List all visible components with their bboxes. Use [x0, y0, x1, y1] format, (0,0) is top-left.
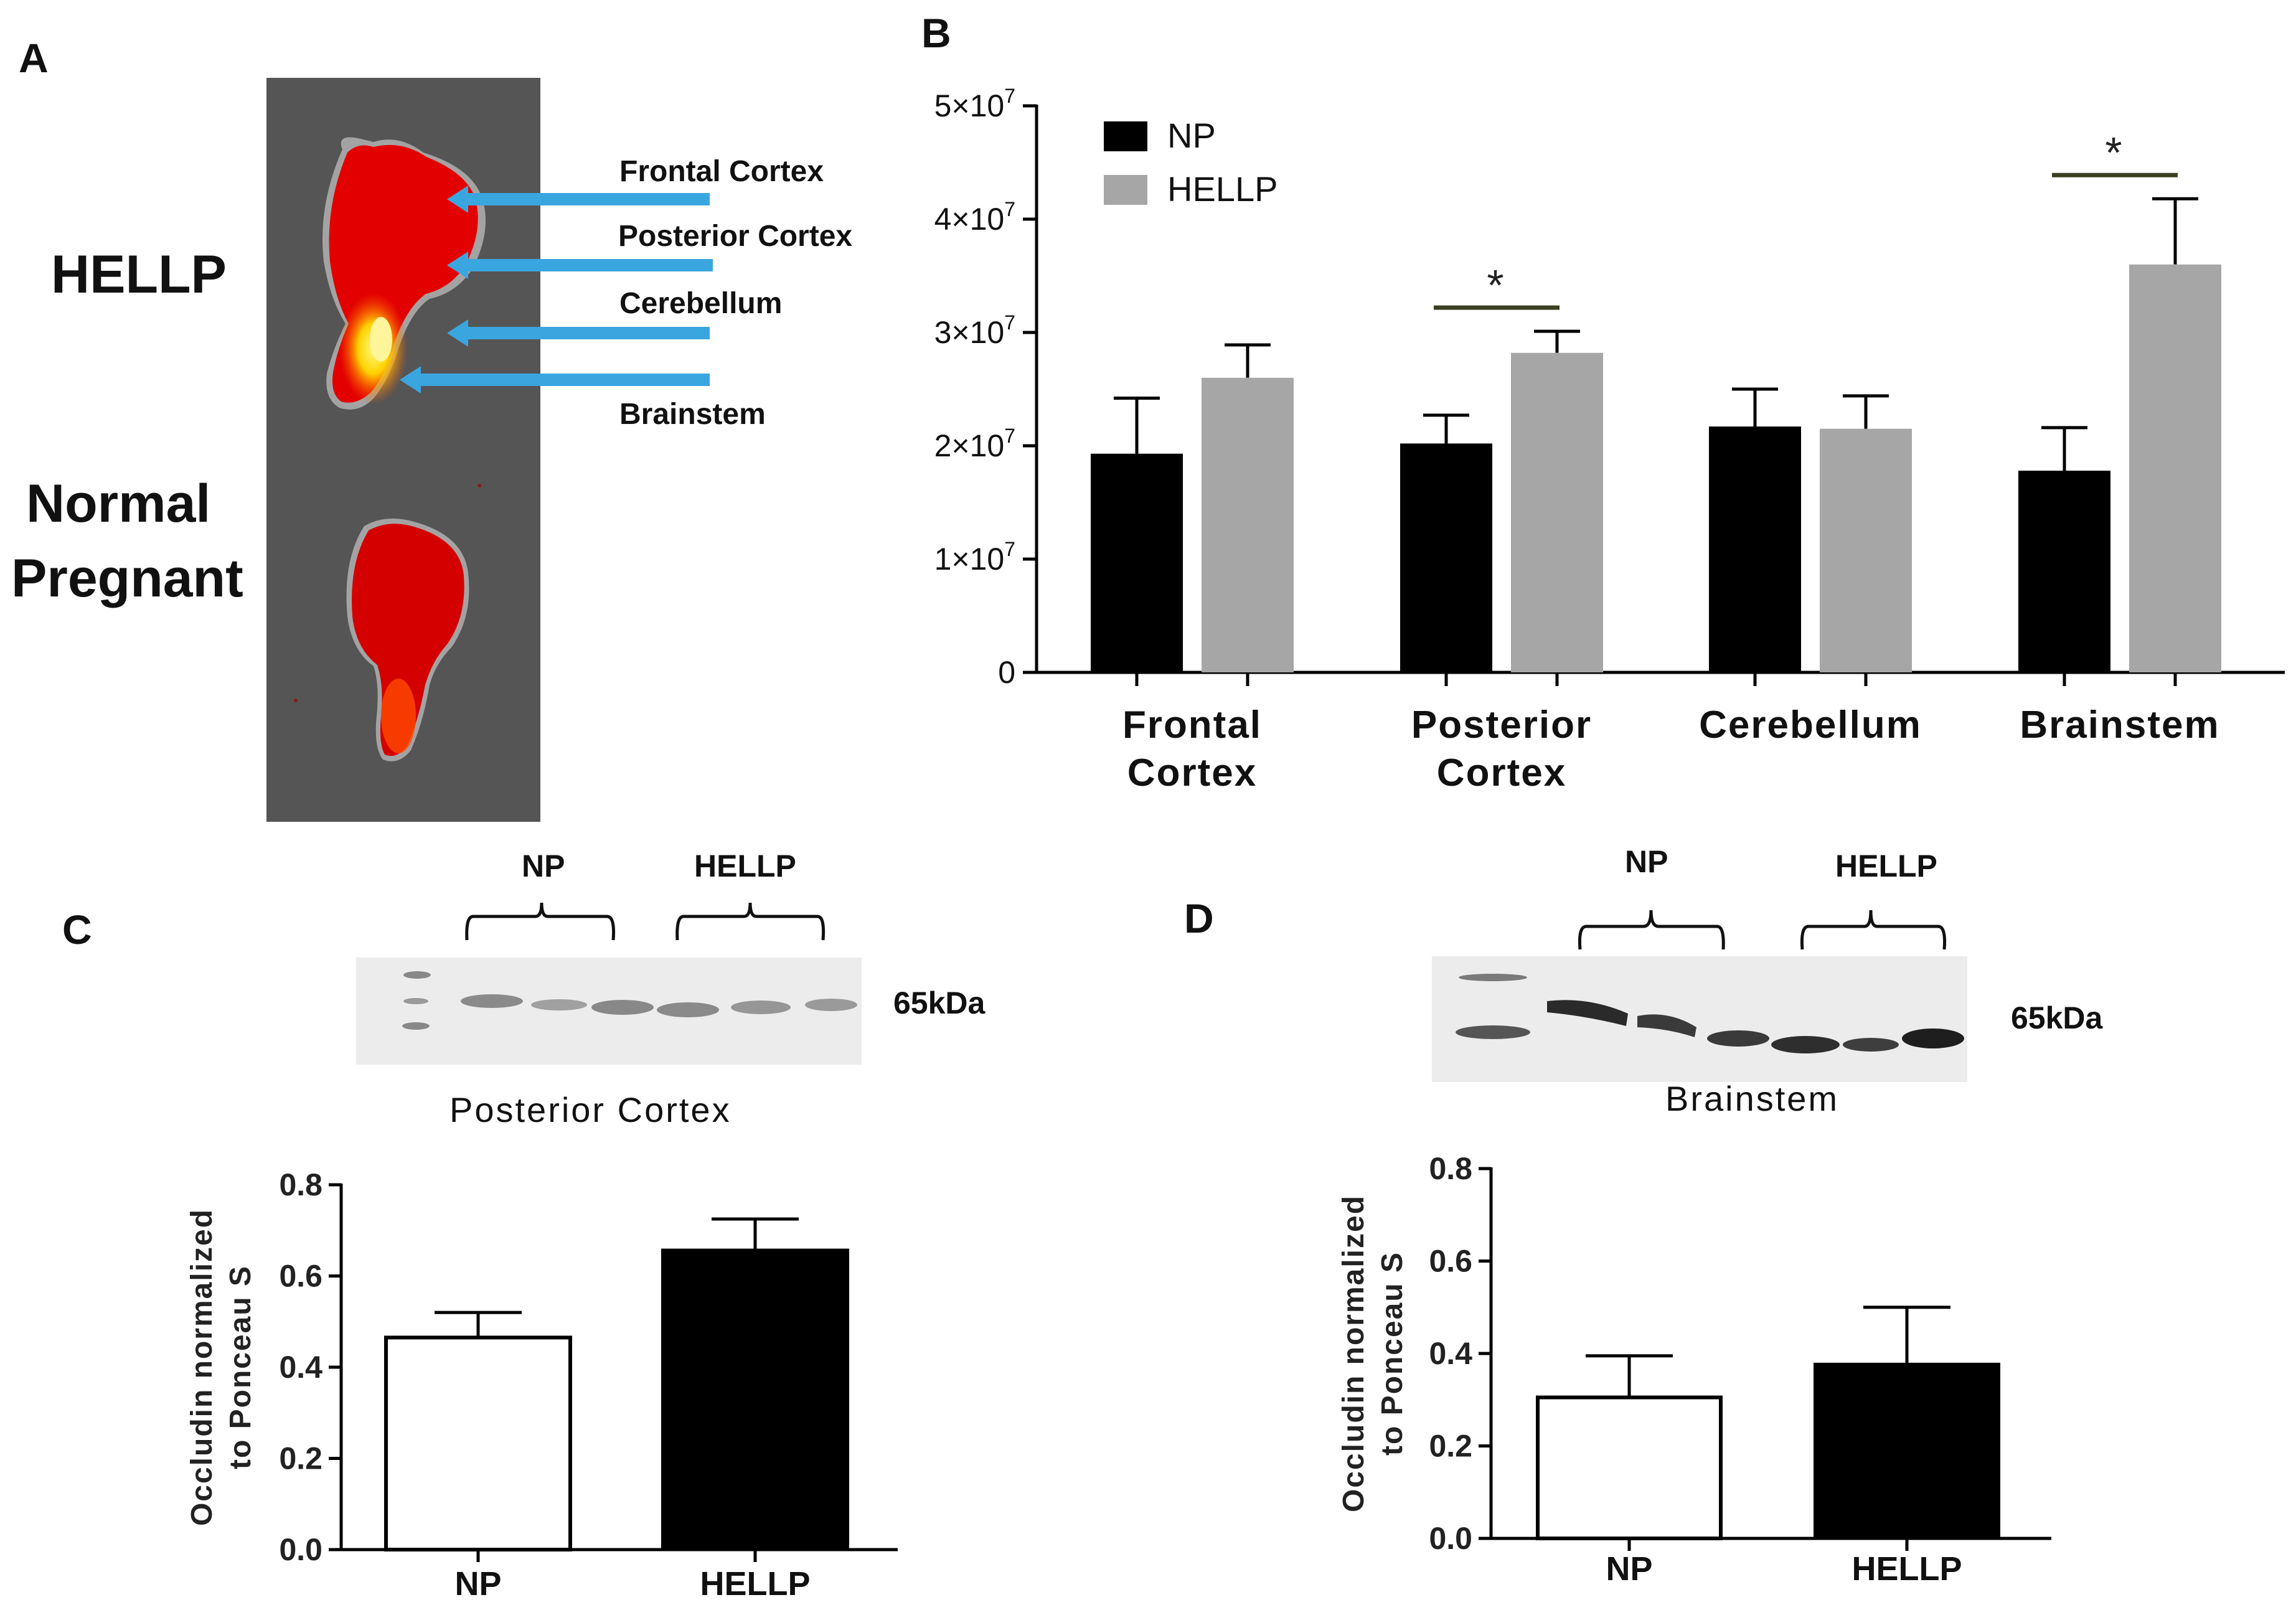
y-tick-label: 3×107: [934, 311, 1015, 350]
region-label-frontal-cortex: Frontal Cortex: [619, 155, 824, 188]
legend-swatch-np: [1104, 121, 1147, 151]
y-tick-label: 5×107: [934, 85, 1015, 123]
region-label-cerebellum: Cerebellum: [619, 287, 783, 320]
y-tick-label-base: 1×10: [934, 542, 1005, 577]
x-tick-label: NP: [1606, 1550, 1652, 1588]
blot-c-np-label: NP: [522, 849, 565, 883]
y-tick-label-exp: 7: [1004, 538, 1015, 560]
bar-np: [1400, 443, 1492, 672]
y-tick-label-base: 5×10: [934, 88, 1005, 123]
group-label-normal: Normal: [26, 474, 211, 534]
y-axis-label: to Ponceau S: [1376, 1251, 1409, 1456]
group-label-hellp: HELLP: [51, 245, 227, 304]
region-label-posterior-cortex: Posterior Cortex: [618, 220, 853, 253]
blot-d-np-label: NP: [1625, 844, 1668, 879]
panel-b-letter: B: [921, 10, 951, 56]
y-tick-label: 0: [998, 655, 1015, 690]
bar-hellp: [661, 1248, 849, 1550]
y-tick-label: 0.6: [1429, 1244, 1472, 1279]
x-tick-label: Frontal: [1122, 704, 1262, 746]
y-tick-label-exp: 7: [1004, 425, 1015, 447]
y-tick-label-exp: 7: [1004, 85, 1015, 107]
y-tick-label: 0.8: [279, 1167, 322, 1202]
bar-np: [1536, 1395, 1723, 1541]
blot-c-hellp-label: HELLP: [694, 849, 796, 883]
legend-label-np: NP: [1167, 116, 1216, 155]
bar-hellp: [1202, 377, 1294, 672]
bar-np: [1709, 426, 1801, 672]
bar-np: [1091, 453, 1183, 672]
y-tick-label: 0.8: [1429, 1151, 1472, 1186]
x-tick-label: HELLP: [700, 1565, 810, 1603]
bar-hellp: [2129, 264, 2221, 672]
significance-star: *: [1487, 261, 1503, 309]
y-tick-label: 0.2: [279, 1441, 322, 1476]
y-tick-label: 4×107: [934, 198, 1015, 237]
y-tick-label: 0.0: [279, 1532, 322, 1567]
y-tick-label-exp: 7: [1004, 311, 1015, 334]
legend-swatch-hellp: [1104, 175, 1147, 205]
region-label-brainstem: Brainstem: [619, 398, 766, 431]
significance-star: *: [2105, 128, 2122, 177]
x-tick-label: Posterior: [1411, 704, 1592, 746]
y-tick-label-base: 3×10: [934, 315, 1005, 350]
y-axis-label: Occludin normalized: [186, 1208, 219, 1526]
y-tick-label: 2×107: [934, 425, 1015, 463]
bar-hellp: [1511, 352, 1603, 672]
group-label-pregnant: Pregnant: [11, 548, 243, 608]
y-axis-label: Occludin normalized: [1337, 1195, 1370, 1512]
blot-c-size-label: 65kDa: [893, 986, 986, 1020]
blot-d-hellp-label: HELLP: [1835, 849, 1937, 883]
y-tick-label: 1×107: [934, 538, 1015, 577]
y-tick-label: 0.4: [279, 1350, 322, 1385]
bar-hellp: [1814, 1362, 2000, 1538]
x-tick-label: Cortex: [1437, 751, 1566, 794]
panel-c-letter: C: [62, 906, 92, 953]
x-tick-label: Cortex: [1127, 751, 1257, 794]
y-tick-label-base: 0: [998, 655, 1015, 690]
y-tick-label-base: 4×10: [934, 202, 1005, 237]
y-tick-label: 0.4: [1429, 1336, 1472, 1371]
panel-a-letter: A: [19, 35, 49, 81]
y-tick-label: 0.6: [279, 1259, 322, 1294]
blot-d-caption: Brainstem: [1665, 1079, 1840, 1118]
legend-label-hellp: HELLP: [1167, 169, 1277, 209]
bar-np: [2018, 471, 2110, 672]
y-tick-label-base: 2×10: [934, 428, 1005, 463]
blot-c-caption: Posterior Cortex: [449, 1090, 732, 1129]
y-tick-label: 0.2: [1429, 1429, 1472, 1464]
blot-d-size-label: 65kDa: [2011, 1000, 2103, 1035]
x-tick-label: Brainstem: [2020, 704, 2219, 746]
x-tick-label: Cerebellum: [1699, 704, 1922, 746]
y-axis-label: to Ponceau S: [224, 1265, 257, 1469]
bar-hellp: [1820, 428, 1912, 672]
x-tick-label: NP: [454, 1565, 501, 1603]
y-tick-label-exp: 7: [1004, 198, 1015, 220]
panel-d-letter: D: [1184, 895, 1214, 941]
y-tick-label: 0.0: [1429, 1521, 1472, 1556]
x-tick-label: HELLP: [1851, 1550, 1962, 1588]
